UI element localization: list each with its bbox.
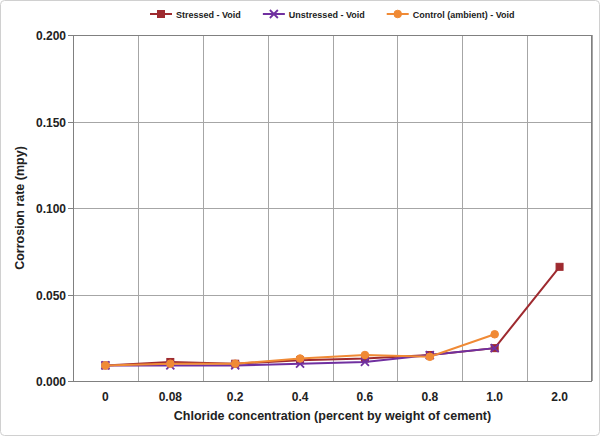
y-tick-label: 0.100 xyxy=(36,202,66,216)
y-tick-label: 0.000 xyxy=(36,375,66,389)
series xyxy=(101,344,498,369)
chart: 0.000 0.050 0.100 0.150 0.200 0 0.08 0.2 0.4 0.6 0… xyxy=(0,0,600,436)
tick-mark xyxy=(68,295,73,296)
legend-item: Control (ambient) - Void xyxy=(387,10,515,20)
x-tick-label: 0.8 xyxy=(421,390,438,404)
chart-border xyxy=(1,1,600,436)
grid-line xyxy=(73,295,592,296)
plot-area xyxy=(101,263,563,369)
legend-marker xyxy=(158,11,165,18)
x-tick-label: 0.08 xyxy=(159,390,183,404)
legend-label: Unstressed - Void xyxy=(289,10,365,20)
legend-item: Unstressed - Void xyxy=(263,10,365,20)
data-point xyxy=(556,263,563,270)
x-tick-label: 0.2 xyxy=(227,390,244,404)
x-tick-label: 0.4 xyxy=(292,390,309,404)
legend-label: Control (ambient) - Void xyxy=(413,10,515,20)
tick-mark xyxy=(68,208,73,209)
x-tick-label: 0.6 xyxy=(357,390,374,404)
y-tick-label: 0.050 xyxy=(36,289,66,303)
legend-item: Stressed - Void xyxy=(150,10,241,20)
legend-marker xyxy=(394,10,402,18)
legend-marker xyxy=(270,10,278,18)
data-point xyxy=(426,353,434,361)
legend-label: Stressed - Void xyxy=(176,10,241,20)
series xyxy=(102,330,499,369)
series xyxy=(102,263,563,369)
tick-mark xyxy=(68,122,73,123)
data-point xyxy=(491,330,499,338)
data-point xyxy=(491,344,499,352)
grid xyxy=(68,35,593,382)
tick-mark xyxy=(68,381,73,382)
data-point xyxy=(296,355,304,363)
x-tick-label: 2.0 xyxy=(551,390,568,404)
data-point xyxy=(101,361,109,369)
y-tick-label: 0.200 xyxy=(36,29,66,43)
category-divider xyxy=(592,35,593,381)
series-line xyxy=(105,267,559,366)
tick-mark xyxy=(68,35,73,36)
plot-frame xyxy=(74,36,592,382)
series-line xyxy=(105,334,494,365)
data-point xyxy=(361,351,369,359)
legend: Stressed - Void Unstressed - Void Control … xyxy=(150,10,515,20)
x-axis-label: Chloride concentration (percent by weigh… xyxy=(174,409,491,423)
y-tick-label: 0.150 xyxy=(36,116,66,130)
x-tick-label: 0 xyxy=(102,390,109,404)
grid-line xyxy=(73,122,592,123)
data-point xyxy=(231,360,239,368)
data-point xyxy=(102,362,110,370)
grid-line xyxy=(73,208,592,209)
data-point xyxy=(232,360,239,367)
x-tick-label: 1.0 xyxy=(486,390,503,404)
y-axis-label: Corrosion rate (mpy) xyxy=(13,146,27,270)
data-point xyxy=(102,362,109,369)
data-point xyxy=(167,360,175,368)
